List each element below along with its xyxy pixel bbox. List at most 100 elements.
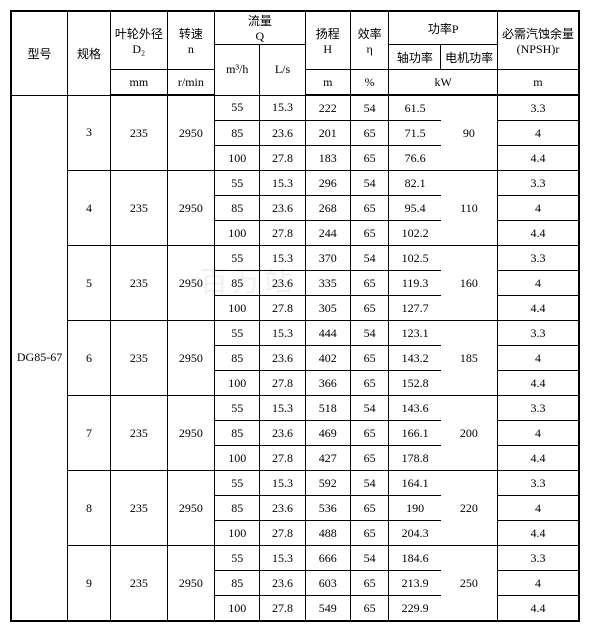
cell-h: 444 xyxy=(305,321,350,346)
cell-q2: 23.6 xyxy=(260,346,305,371)
cell-eff: 54 xyxy=(350,396,388,421)
cell-shaft: 119.3 xyxy=(389,271,441,296)
cell-npsh: 3.3 xyxy=(497,95,579,121)
cell-q2: 27.8 xyxy=(260,296,305,321)
cell-h: 268 xyxy=(305,196,350,221)
cell-q1: 100 xyxy=(215,521,260,546)
cell-shaft: 152.8 xyxy=(389,371,441,396)
cell-q2: 27.8 xyxy=(260,146,305,171)
cell-shaft: 76.6 xyxy=(389,146,441,171)
cell-h: 518 xyxy=(305,396,350,421)
cell-spec: 7 xyxy=(68,396,111,471)
cell-eff: 65 xyxy=(350,271,388,296)
cell-shaft: 102.5 xyxy=(389,246,441,271)
cell-eff: 65 xyxy=(350,371,388,396)
cell-d2: 235 xyxy=(111,396,168,471)
cell-npsh: 4.4 xyxy=(497,596,579,622)
cell-npsh: 4 xyxy=(497,271,579,296)
cell-eff: 65 xyxy=(350,296,388,321)
cell-shaft: 127.7 xyxy=(389,296,441,321)
cell-q1: 100 xyxy=(215,296,260,321)
cell-h: 592 xyxy=(305,471,350,496)
hdr-model: 型号 xyxy=(11,11,68,95)
cell-npsh: 3.3 xyxy=(497,321,579,346)
hdr-q: 流量Q xyxy=(215,11,306,45)
cell-npsh: 4.4 xyxy=(497,371,579,396)
cell-shaft: 229.9 xyxy=(389,596,441,622)
cell-d2: 235 xyxy=(111,471,168,546)
cell-motor: 110 xyxy=(441,171,498,246)
table-body: DG85-67323529505515.32225461.5903.38523.… xyxy=(11,95,579,621)
cell-q2: 27.8 xyxy=(260,446,305,471)
cell-q1: 85 xyxy=(215,346,260,371)
cell-q2: 27.8 xyxy=(260,371,305,396)
cell-h: 222 xyxy=(305,95,350,121)
cell-npsh: 3.3 xyxy=(497,171,579,196)
unit-q2: L/s xyxy=(260,45,305,96)
cell-eff: 65 xyxy=(350,121,388,146)
cell-eff: 65 xyxy=(350,596,388,622)
hdr-d2: 叶轮外径D₂ xyxy=(111,11,168,70)
cell-npsh: 4.4 xyxy=(497,146,579,171)
cell-eff: 54 xyxy=(350,171,388,196)
hdr-npsh: 必需汽蚀余量(NPSH)r xyxy=(497,11,579,70)
cell-motor: 90 xyxy=(441,95,498,171)
unit-q1: m³/h xyxy=(215,45,260,96)
cell-spec: 5 xyxy=(68,246,111,321)
cell-shaft: 61.5 xyxy=(389,95,441,121)
cell-q1: 85 xyxy=(215,121,260,146)
cell-d2: 235 xyxy=(111,246,168,321)
cell-eff: 65 xyxy=(350,496,388,521)
cell-q1: 85 xyxy=(215,421,260,446)
unit-eff: % xyxy=(350,70,388,96)
cell-q2: 23.6 xyxy=(260,421,305,446)
cell-q2: 15.3 xyxy=(260,246,305,271)
cell-n: 2950 xyxy=(167,95,215,171)
cell-shaft: 143.2 xyxy=(389,346,441,371)
pump-spec-table: 型号 规格 叶轮外径D₂ 转速n 流量Q 扬程H 效率η 功率P 必需汽蚀余量(… xyxy=(10,10,580,622)
table-header: 型号 规格 叶轮外径D₂ 转速n 流量Q 扬程H 效率η 功率P 必需汽蚀余量(… xyxy=(11,11,579,95)
cell-h: 335 xyxy=(305,271,350,296)
cell-q2: 15.3 xyxy=(260,546,305,571)
cell-spec: 3 xyxy=(68,95,111,171)
cell-d2: 235 xyxy=(111,321,168,396)
cell-shaft: 184.6 xyxy=(389,546,441,571)
cell-h: 536 xyxy=(305,496,350,521)
cell-npsh: 4 xyxy=(497,196,579,221)
cell-eff: 54 xyxy=(350,546,388,571)
hdr-p: 功率P xyxy=(389,11,498,45)
cell-model: DG85-67 xyxy=(11,95,68,621)
cell-npsh: 4 xyxy=(497,421,579,446)
cell-q1: 55 xyxy=(215,95,260,121)
unit-p: kW xyxy=(389,70,498,96)
cell-n: 2950 xyxy=(167,246,215,321)
cell-h: 666 xyxy=(305,546,350,571)
cell-eff: 65 xyxy=(350,346,388,371)
cell-motor: 160 xyxy=(441,246,498,321)
cell-n: 2950 xyxy=(167,321,215,396)
cell-q1: 100 xyxy=(215,596,260,622)
cell-h: 296 xyxy=(305,171,350,196)
cell-spec: 9 xyxy=(68,546,111,622)
cell-q2: 23.6 xyxy=(260,571,305,596)
cell-q1: 100 xyxy=(215,371,260,396)
cell-q1: 55 xyxy=(215,171,260,196)
cell-shaft: 190 xyxy=(389,496,441,521)
cell-q2: 15.3 xyxy=(260,95,305,121)
cell-npsh: 4 xyxy=(497,121,579,146)
cell-h: 201 xyxy=(305,121,350,146)
cell-shaft: 143.6 xyxy=(389,396,441,421)
cell-shaft: 213.9 xyxy=(389,571,441,596)
cell-q2: 27.8 xyxy=(260,521,305,546)
cell-npsh: 4.4 xyxy=(497,521,579,546)
cell-shaft: 178.8 xyxy=(389,446,441,471)
cell-shaft: 123.1 xyxy=(389,321,441,346)
hdr-p-motor: 电机功率 xyxy=(441,45,498,70)
cell-eff: 54 xyxy=(350,471,388,496)
cell-n: 2950 xyxy=(167,396,215,471)
cell-npsh: 4 xyxy=(497,496,579,521)
cell-q1: 55 xyxy=(215,321,260,346)
cell-motor: 220 xyxy=(441,471,498,546)
cell-n: 2950 xyxy=(167,546,215,622)
unit-h: m xyxy=(305,70,350,96)
